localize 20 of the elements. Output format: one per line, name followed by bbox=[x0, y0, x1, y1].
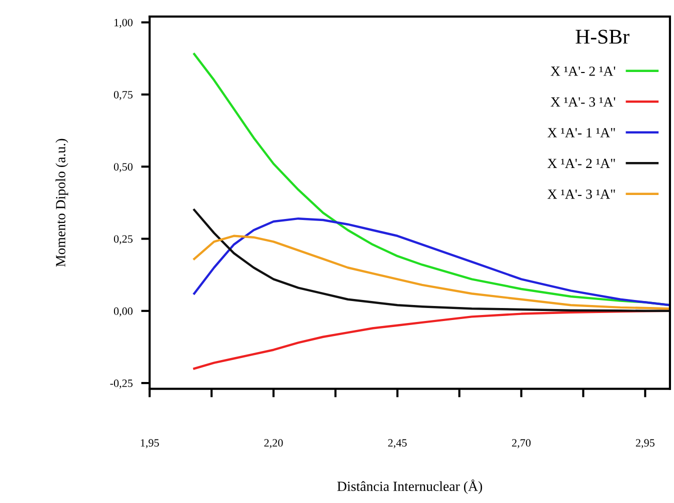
y-tick-label: 0,00 bbox=[114, 307, 133, 316]
legend-label: X ¹A'- 1 ¹A" bbox=[548, 128, 615, 138]
x-axis-title: Distância Internuclear (Å) bbox=[337, 479, 482, 494]
x-tick-label: 2,95 bbox=[636, 439, 654, 448]
y-tick-label: 0,75 bbox=[114, 90, 133, 100]
x-tick-label: 2,20 bbox=[264, 439, 283, 448]
y-tick-label: 1,00 bbox=[114, 18, 133, 28]
y-tick-label: 0,50 bbox=[114, 163, 133, 172]
legend-label: X ¹A'- 3 ¹A" bbox=[548, 190, 615, 199]
x-tick-label: 2,45 bbox=[388, 439, 407, 448]
legend-label: X ¹A'- 2 ¹A" bbox=[548, 158, 615, 168]
y-tick-label: 0,25 bbox=[114, 235, 133, 244]
y-tick-label: -0,25 bbox=[110, 380, 133, 389]
x-tick-label: 1,95 bbox=[140, 439, 159, 448]
legend-title: H-SBr bbox=[576, 30, 630, 44]
line-series bbox=[193, 234, 670, 310]
legend-label: X ¹A'- 3 ¹A' bbox=[550, 97, 616, 107]
y-axis-title: Momento Dipolo (a.u.) bbox=[56, 138, 68, 267]
legend-label: X ¹A'- 2 ¹A' bbox=[550, 66, 616, 76]
x-tick-label: 2,70 bbox=[512, 439, 531, 448]
